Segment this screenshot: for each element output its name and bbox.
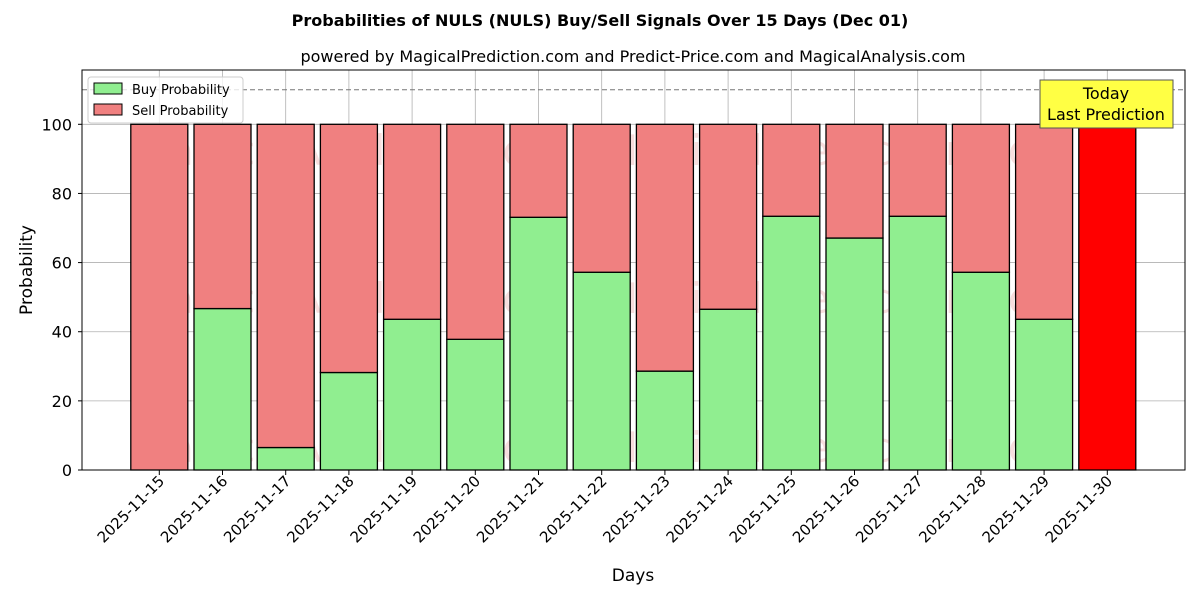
buy-bar [509, 216, 568, 471]
annotation-line2: Last Prediction [1047, 105, 1165, 124]
x-tick-label: 2025-11-20 [410, 472, 484, 546]
y-tick-label: 80 [52, 184, 72, 203]
y-tick-label: 60 [52, 254, 72, 273]
annotation-line1: Today [1082, 84, 1129, 103]
sell-bar [825, 123, 884, 239]
legend-swatch-sell [93, 103, 123, 116]
x-tick-label: 2025-11-18 [283, 472, 357, 546]
sell-bar [635, 123, 695, 372]
plot-frame [81, 69, 1186, 471]
y-axis-label: Probability [17, 225, 37, 315]
x-tick-label: 2025-11-24 [663, 472, 737, 546]
buy-bar [382, 318, 442, 471]
y-tick-label: 40 [52, 323, 72, 342]
sell-bar [382, 123, 442, 320]
buy-bar [951, 271, 1011, 471]
legend-swatch-buy [93, 82, 123, 95]
x-tick-label: 2025-11-27 [852, 472, 926, 546]
y-tick-label: 20 [52, 392, 72, 411]
chart-title: Probabilities of NULS (NULS) Buy/Sell Si… [292, 11, 909, 30]
sell-bar [1014, 123, 1074, 320]
sell-bar [762, 123, 821, 217]
x-tick-label: 2025-11-15 [94, 472, 168, 546]
legend-sell: Sell Probability [132, 104, 229, 119]
legend: Buy Probability Sell Probability [87, 76, 244, 124]
sell-bar [130, 123, 189, 471]
x-tick-label: 2025-11-21 [473, 472, 547, 546]
x-tick-label: 2025-11-30 [1042, 472, 1116, 546]
buy-bar [635, 370, 695, 471]
buy-bar [193, 307, 252, 471]
buy-bar [319, 371, 379, 471]
x-tick-label: 2025-11-23 [599, 472, 673, 546]
buy-bar [446, 338, 505, 471]
buy-bar [888, 215, 947, 471]
x-tick-label: 2025-11-26 [789, 472, 863, 546]
buy-bar [1014, 318, 1074, 471]
buy-bar [256, 446, 315, 471]
buy-bar [762, 215, 821, 471]
chart-subtitle: powered by MagicalPrediction.com and Pre… [300, 47, 965, 66]
legend-buy: Buy Probability [132, 83, 230, 98]
buy-bar [825, 237, 884, 471]
x-tick-label: 2025-11-22 [536, 472, 610, 546]
sell-bar [509, 123, 568, 218]
x-tick-label: 2025-11-25 [726, 472, 800, 546]
sell-bar [572, 123, 631, 273]
today-annotation: Today Last Prediction [1039, 79, 1174, 129]
buy-bar [572, 271, 631, 471]
x-tick-label: 2025-11-19 [347, 472, 421, 546]
x-tick-label: 2025-11-28 [915, 472, 989, 546]
x-axis-label: Days [612, 566, 655, 586]
x-tick-label: 2025-11-29 [979, 472, 1053, 546]
sell-bar [888, 123, 947, 217]
x-tick-label: 2025-11-17 [220, 472, 294, 546]
sell-bar [446, 123, 505, 340]
sell-bar [951, 123, 1011, 273]
x-tick-label: 2025-11-16 [157, 472, 231, 546]
sell-bar [256, 123, 315, 449]
sell-bar [319, 123, 379, 374]
buy-bar [698, 308, 758, 471]
y-tick-label: 100 [41, 115, 72, 134]
sell-bar [193, 123, 252, 310]
sell-bar [698, 123, 758, 310]
y-tick-label: 0 [62, 461, 72, 480]
sell-bar [1078, 123, 1137, 471]
